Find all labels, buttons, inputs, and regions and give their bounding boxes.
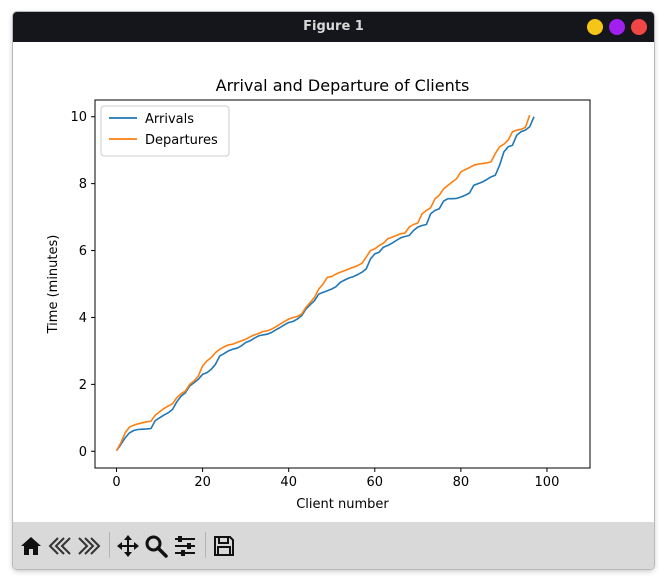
y-tick-label: 8: [79, 177, 87, 192]
y-tick-label: 6: [79, 244, 87, 259]
floppy-disk-icon: [214, 536, 234, 556]
toolbar-separator: [109, 532, 110, 558]
y-tick-label: 2: [79, 378, 87, 393]
save-button[interactable]: [212, 534, 236, 558]
x-tick-label: 0: [112, 475, 120, 490]
y-tick-label: 0: [79, 445, 87, 460]
home-icon: [21, 537, 41, 555]
minimize-button[interactable]: [587, 19, 603, 35]
y-tick-label: 10: [70, 110, 87, 125]
navigation-toolbar: [13, 522, 654, 569]
toolbar-separator: [205, 532, 206, 558]
y-axis-label: Time (minutes): [46, 235, 61, 335]
series-line-departures: [115, 114, 531, 451]
back-arrow-icon: [48, 537, 71, 555]
magnifier-icon: [145, 535, 168, 558]
x-tick-label: 100: [535, 475, 560, 490]
title-bar[interactable]: Figure 1: [13, 12, 654, 42]
figure-canvas[interactable]: Arrival and Departure of Clients 0 20 40 60 8…: [13, 42, 654, 522]
close-button[interactable]: [631, 19, 647, 35]
home-button[interactable]: [19, 534, 43, 558]
forward-button[interactable]: [77, 534, 101, 558]
x-tick-label: 40: [280, 475, 297, 490]
x-tick-label: 60: [367, 475, 384, 490]
chart-title: Arrival and Departure of Clients: [216, 76, 470, 95]
figure-window: Figure 1 Arrival and Departure of Client…: [13, 12, 654, 569]
zoom-button[interactable]: [144, 534, 168, 558]
forward-arrow-icon: [78, 537, 101, 555]
axes-frame: [94, 99, 591, 469]
pan-button[interactable]: [116, 534, 140, 558]
configure-subplots-button[interactable]: [173, 534, 197, 558]
window-title: Figure 1: [303, 19, 364, 34]
legend-label-arrivals: Arrivals: [145, 112, 194, 127]
series-line-arrivals: [115, 116, 535, 452]
sliders-icon: [175, 536, 195, 556]
x-axis-label: Client number: [296, 497, 389, 512]
back-button[interactable]: [48, 534, 72, 558]
x-tick-label: 80: [453, 475, 470, 490]
maximize-button[interactable]: [609, 19, 625, 35]
legend-label-departures: Departures: [145, 133, 218, 148]
move-icon: [117, 535, 139, 557]
x-tick-label: 20: [194, 475, 211, 490]
y-tick-label: 4: [79, 311, 87, 326]
